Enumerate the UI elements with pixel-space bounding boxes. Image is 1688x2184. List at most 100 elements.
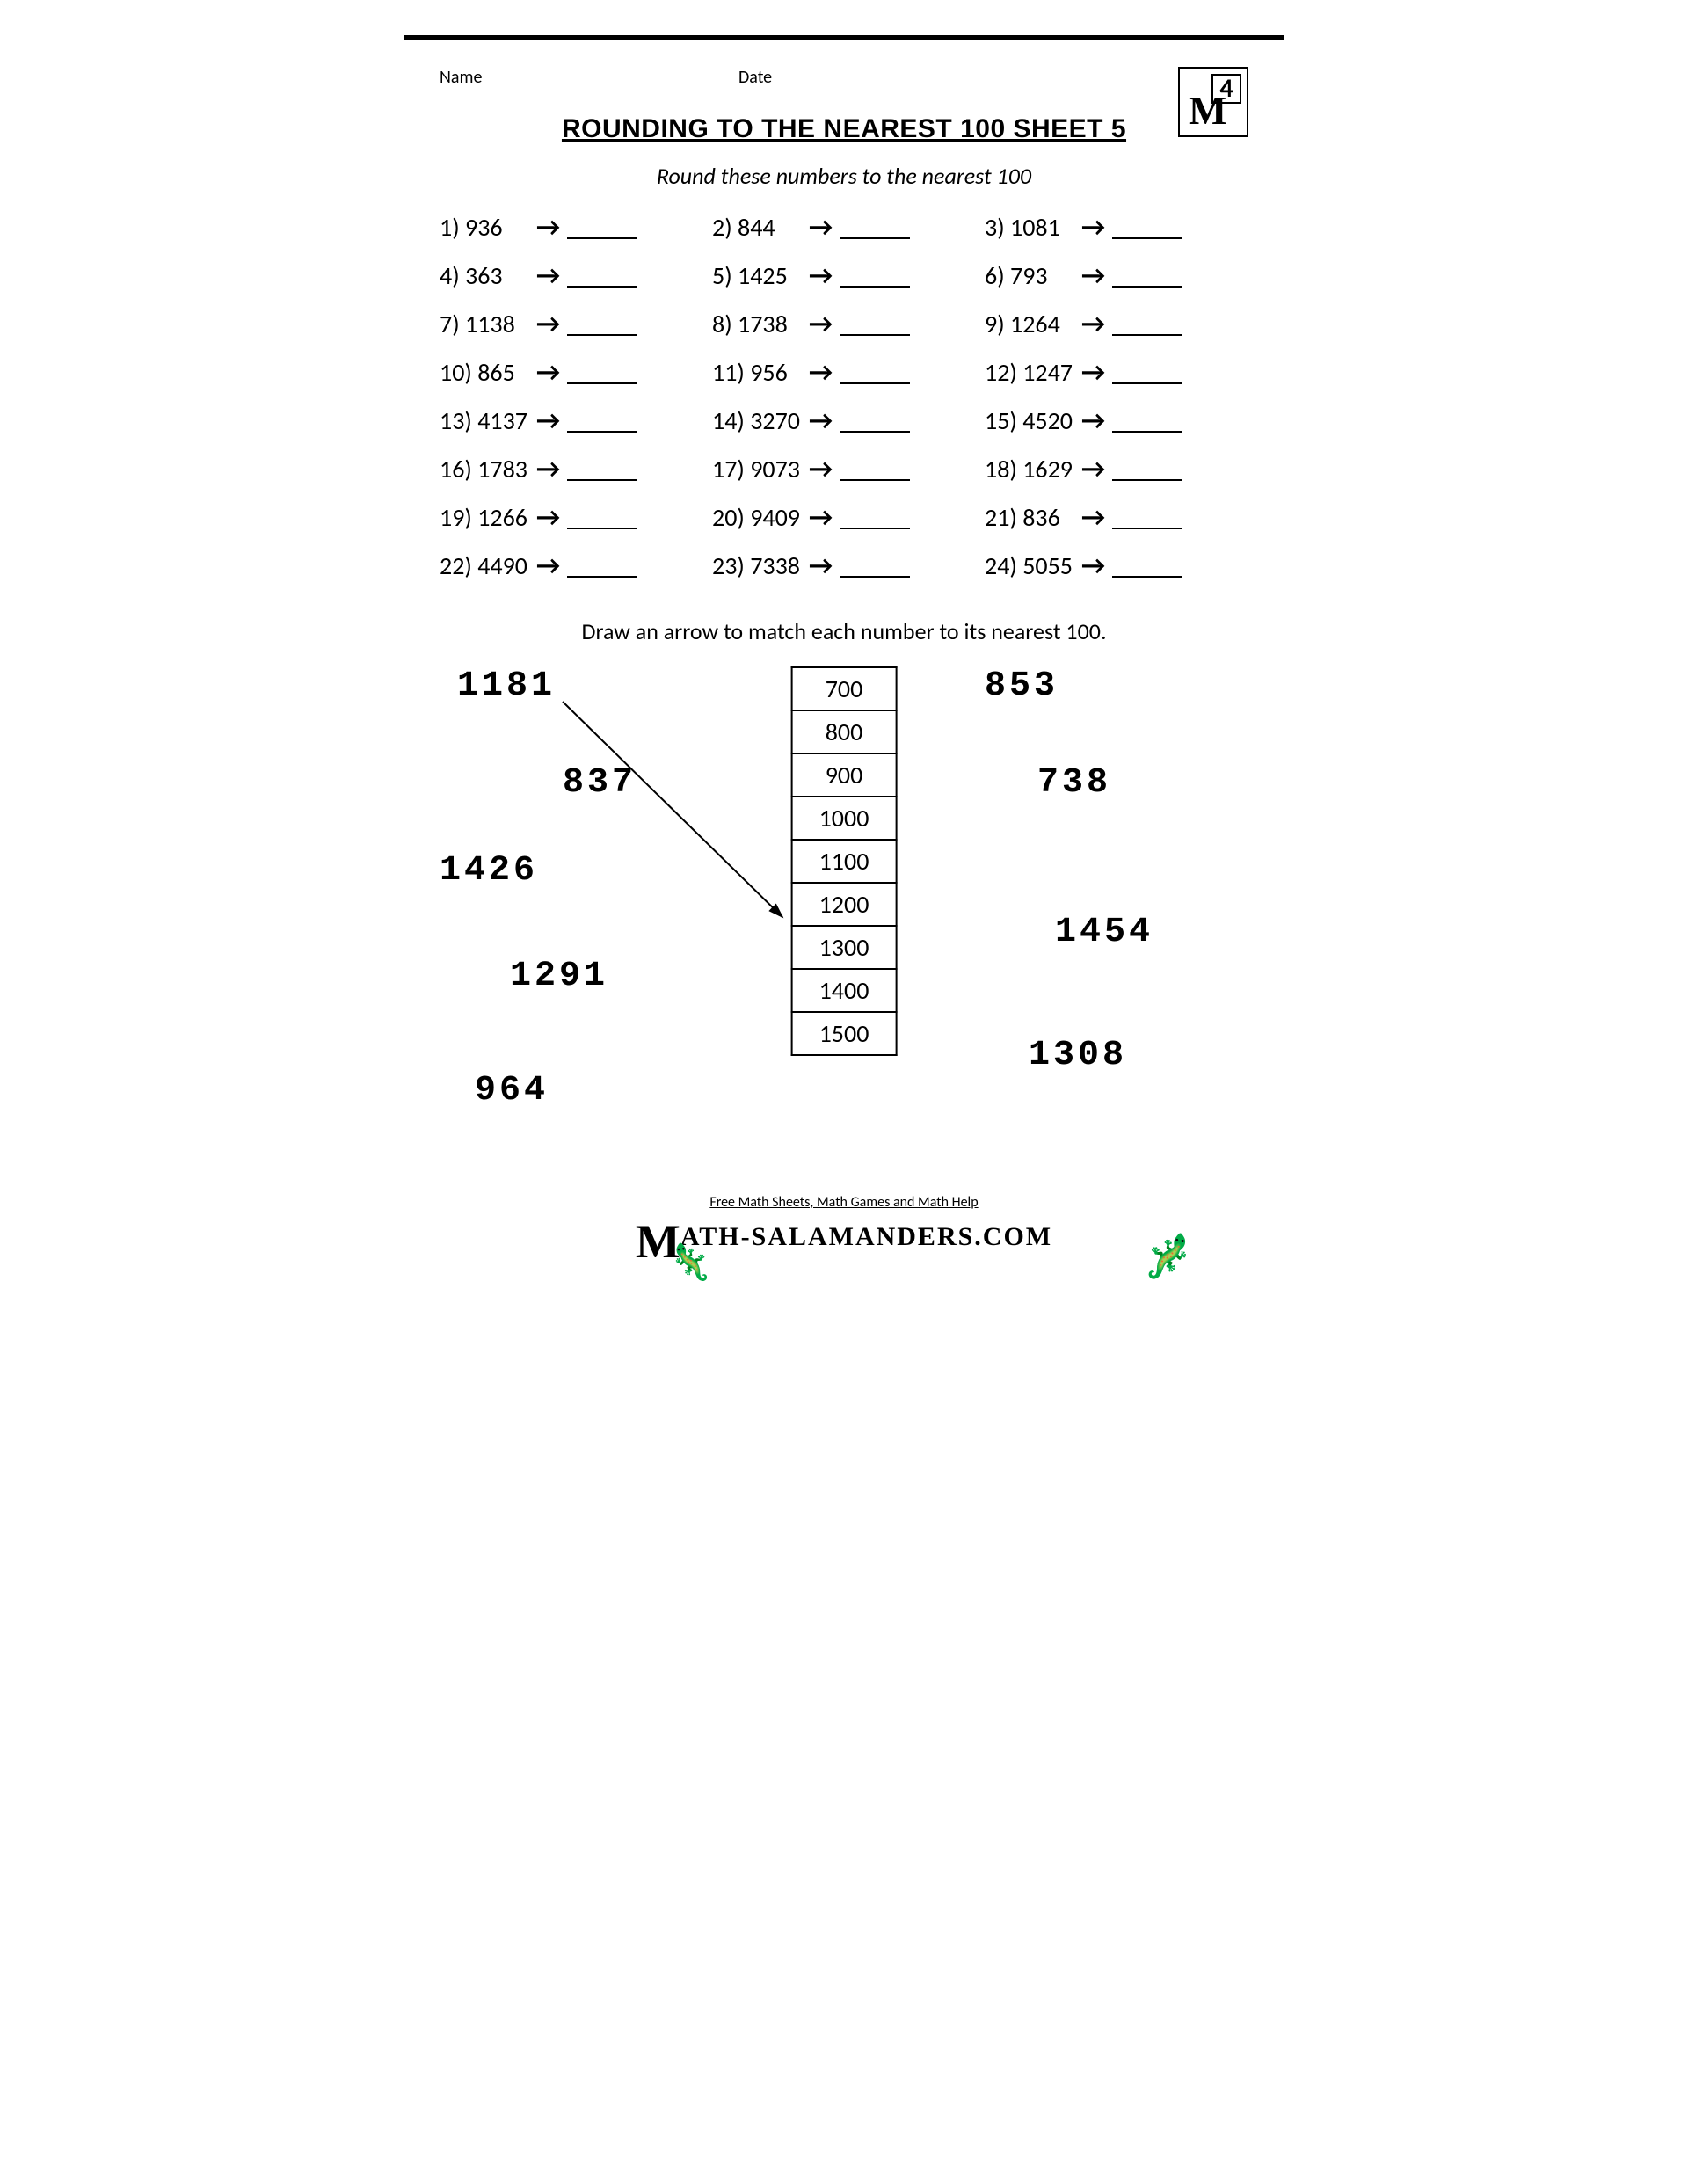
problem-number: 4) 363: [440, 260, 536, 291]
target-cell: 700: [792, 667, 897, 710]
answer-blank[interactable]: [1112, 458, 1182, 481]
instruction-2: Draw an arrow to match each number to it…: [440, 617, 1248, 645]
problem-item: 9) 1264→: [985, 308, 1248, 340]
problems-grid: 1) 936→2) 844→3) 1081→4) 363→5) 1425→6) …: [440, 211, 1248, 582]
problem-number: 7) 1138: [440, 309, 536, 339]
answer-blank[interactable]: [567, 410, 637, 433]
arrow-icon: →: [809, 453, 833, 485]
answer-blank[interactable]: [840, 458, 910, 481]
scatter-number: 964: [475, 1071, 549, 1110]
target-cell: 1400: [792, 969, 897, 1012]
problem-item: 20) 9409→: [712, 501, 976, 534]
instruction-1: Round these numbers to the nearest 100: [440, 162, 1248, 190]
scatter-number: 1426: [440, 851, 538, 891]
problem-number: 20) 9409: [712, 502, 809, 533]
salamander-right-icon: 🦎: [1143, 1230, 1196, 1282]
problem-number: 16) 1783: [440, 454, 536, 484]
arrow-icon: →: [1081, 404, 1105, 437]
answer-blank[interactable]: [1112, 313, 1182, 336]
problem-item: 4) 363→: [440, 259, 703, 292]
arrow-icon: →: [1081, 259, 1105, 292]
problem-item: 19) 1266→: [440, 501, 703, 534]
problem-number: 24) 5055: [985, 550, 1081, 581]
problem-item: 10) 865→: [440, 356, 703, 389]
answer-blank[interactable]: [1112, 216, 1182, 239]
arrow-icon: →: [809, 356, 833, 389]
problem-number: 13) 4137: [440, 405, 536, 436]
problem-item: 18) 1629→: [985, 453, 1248, 485]
arrow-icon: →: [536, 356, 560, 389]
problem-number: 11) 956: [712, 357, 809, 388]
scatter-number: 1291: [510, 957, 608, 996]
target-cell: 1300: [792, 926, 897, 969]
scatter-number: 837: [563, 763, 637, 803]
problem-number: 9) 1264: [985, 309, 1081, 339]
problem-number: 19) 1266: [440, 502, 536, 533]
answer-blank[interactable]: [567, 458, 637, 481]
arrow-icon: →: [536, 453, 560, 485]
answer-blank[interactable]: [840, 410, 910, 433]
target-cell: 900: [792, 753, 897, 797]
answer-blank[interactable]: [567, 265, 637, 288]
problem-item: 8) 1738→: [712, 308, 976, 340]
arrow-icon: →: [536, 211, 560, 244]
scatter-number: 1308: [1029, 1036, 1127, 1075]
answer-blank[interactable]: [567, 216, 637, 239]
answer-blank[interactable]: [1112, 506, 1182, 529]
problem-item: 14) 3270→: [712, 404, 976, 437]
answer-blank[interactable]: [840, 216, 910, 239]
answer-blank[interactable]: [840, 313, 910, 336]
arrow-icon: →: [809, 501, 833, 534]
answer-blank[interactable]: [1112, 361, 1182, 384]
footer: 🦎 Free Math Sheets, Math Games and Math …: [440, 1194, 1248, 1291]
answer-blank[interactable]: [1112, 265, 1182, 288]
answer-blank[interactable]: [840, 555, 910, 578]
matching-activity: 700800900100011001200130014001500 118183…: [440, 666, 1248, 1159]
date-label: Date: [738, 67, 772, 88]
problem-number: 12) 1247: [985, 357, 1081, 388]
arrow-icon: →: [809, 308, 833, 340]
problem-item: 5) 1425→: [712, 259, 976, 292]
arrow-icon: →: [536, 259, 560, 292]
problem-number: 21) 836: [985, 502, 1081, 533]
problem-item: 16) 1783→: [440, 453, 703, 485]
scatter-number: 1181: [457, 666, 556, 706]
target-cell: 1500: [792, 1012, 897, 1055]
problem-item: 21) 836→: [985, 501, 1248, 534]
arrow-icon: →: [536, 501, 560, 534]
answer-blank[interactable]: [1112, 555, 1182, 578]
arrow-icon: →: [1081, 308, 1105, 340]
arrow-icon: →: [809, 550, 833, 582]
arrow-icon: →: [1081, 501, 1105, 534]
problem-number: 3) 1081: [985, 212, 1081, 243]
answer-blank[interactable]: [840, 506, 910, 529]
problem-item: 2) 844→: [712, 211, 976, 244]
arrow-icon: →: [536, 308, 560, 340]
problem-item: 1) 936→: [440, 211, 703, 244]
problem-number: 5) 1425: [712, 260, 809, 291]
answer-blank[interactable]: [840, 361, 910, 384]
arrow-icon: →: [1081, 356, 1105, 389]
answer-blank[interactable]: [567, 313, 637, 336]
arrow-icon: →: [1081, 550, 1105, 582]
worksheet-title: ROUNDING TO THE NEAREST 100 SHEET 5: [440, 114, 1248, 144]
problem-item: 6) 793→: [985, 259, 1248, 292]
problem-number: 14) 3270: [712, 405, 809, 436]
arrow-icon: →: [536, 404, 560, 437]
salamander-icon: 🦎: [668, 1241, 712, 1284]
problem-number: 23) 7338: [712, 550, 809, 581]
arrow-icon: →: [809, 259, 833, 292]
problem-number: 2) 844: [712, 212, 809, 243]
problem-item: 17) 9073→: [712, 453, 976, 485]
problem-number: 18) 1629: [985, 454, 1081, 484]
answer-blank[interactable]: [567, 361, 637, 384]
answer-blank[interactable]: [1112, 410, 1182, 433]
answer-blank[interactable]: [840, 265, 910, 288]
arrow-icon: →: [536, 550, 560, 582]
grade-badge: 4 M: [1178, 67, 1248, 137]
scatter-number: 853: [985, 666, 1059, 706]
answer-blank[interactable]: [567, 506, 637, 529]
answer-blank[interactable]: [567, 555, 637, 578]
footer-tagline: Free Math Sheets, Math Games and Math He…: [440, 1194, 1248, 1211]
problem-item: 3) 1081→: [985, 211, 1248, 244]
